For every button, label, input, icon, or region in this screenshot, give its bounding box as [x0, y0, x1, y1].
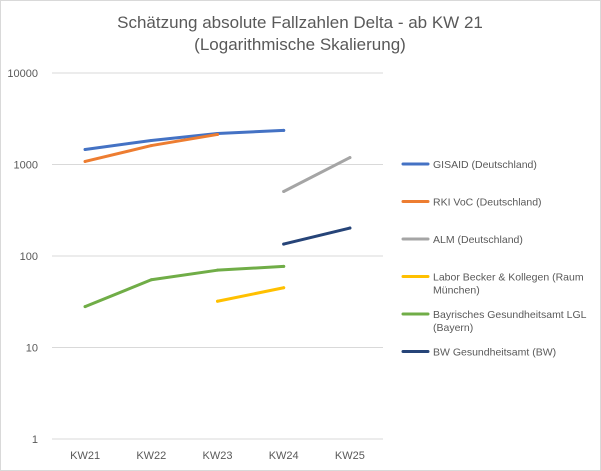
- x-tick-label: KW25: [335, 450, 365, 462]
- legend-label: GISAID (Deutschland): [433, 159, 537, 171]
- data-point: [83, 147, 87, 151]
- series-line: [282, 156, 352, 193]
- data-point: [149, 278, 153, 282]
- data-point: [348, 226, 352, 230]
- x-tick-label: KW23: [203, 450, 233, 462]
- data-point: [149, 144, 153, 148]
- data-point: [149, 138, 153, 142]
- x-tick-label: KW22: [136, 450, 166, 462]
- data-point: [348, 156, 352, 160]
- chart-title-line: (Logarithmische Skalierung): [194, 35, 406, 54]
- series-line: [83, 128, 286, 151]
- data-point: [282, 128, 286, 132]
- x-tick-label: KW24: [269, 450, 299, 462]
- series-line: [282, 226, 352, 246]
- data-point: [216, 268, 219, 272]
- data-point: [282, 286, 286, 290]
- legend-label: Bayrisches Gesundheitsamt LGL: [433, 309, 587, 321]
- data-point: [282, 264, 286, 268]
- y-tick-label: 10: [26, 343, 38, 355]
- y-tick-label: 10000: [7, 68, 38, 80]
- data-point: [282, 242, 286, 246]
- legend-label: BW Gesundheitsamt (BW): [433, 347, 556, 359]
- x-tick-label: KW21: [70, 450, 100, 462]
- legend-label: Labor Becker & Kollegen (Raum: [433, 272, 584, 284]
- y-tick-label: 100: [20, 251, 38, 263]
- y-tick-label: 1000: [14, 160, 38, 172]
- legend-label: München): [433, 285, 480, 297]
- data-point: [216, 299, 219, 303]
- series-line: [83, 264, 286, 309]
- data-point: [83, 305, 87, 309]
- legend-label: (Bayern): [433, 322, 473, 334]
- data-point: [83, 159, 87, 163]
- legend-label: RKI VoC (Deutschland): [433, 197, 542, 209]
- data-point: [282, 189, 286, 193]
- data-point: [216, 132, 219, 136]
- series-line: [216, 286, 286, 303]
- legend-label: ALM (Deutschland): [433, 234, 523, 246]
- y-tick-label: 1: [32, 434, 38, 446]
- chart-title-line: Schätzung absolute Fallzahlen Delta - ab…: [117, 13, 483, 32]
